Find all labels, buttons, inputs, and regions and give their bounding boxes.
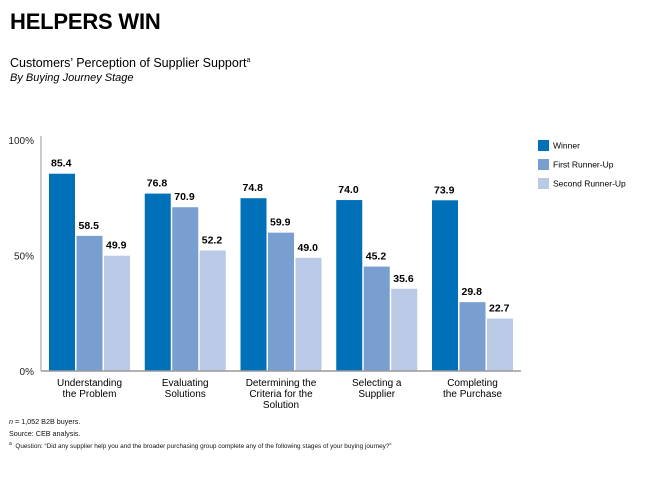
footnote-marker: a [246,56,251,64]
question-marker: a [9,441,12,447]
value-label: 52.2 [202,234,223,246]
category-label-line: Understanding [57,378,122,389]
value-label: 70.9 [174,191,195,203]
value-label: 85.4 [51,158,72,170]
bar-winner [49,173,75,371]
sample-size-note: n = 1,052 B2B buyers. [9,417,80,426]
category-label-line: Determining the [246,378,317,389]
bars [49,173,513,371]
value-label: 58.5 [79,220,100,232]
category-label: Completing the Purchase [443,378,502,400]
category-label: Selecting a Supplier [352,378,402,400]
y-axis-ticks: 0% 50% 100% [8,136,34,378]
legend-swatch [538,178,549,189]
page-title: HELPERS WIN [10,9,161,34]
bar-winner [432,200,458,371]
category-label-line: Supplier [358,389,395,400]
value-label: 73.9 [434,184,455,196]
value-label: 22.7 [489,303,510,315]
bar-second-runner-up [391,288,418,371]
category-label-line: Solutions [165,389,206,400]
legend-label: Second Runner-Up [553,179,626,189]
category-label-line: the Purchase [443,389,502,400]
category-label-line: Criteria for the [249,389,313,400]
category-label-line: Completing [447,378,498,389]
legend-label: Winner [553,141,580,151]
value-label: 49.0 [298,242,319,254]
y-tick-label: 100% [8,136,34,147]
legend: Winner First Runner-Up Second Runner-Up [538,140,626,189]
value-label: 76.8 [147,178,168,190]
bar-second-runner-up [295,257,322,371]
n-label: n [9,417,13,426]
bar-first-runner-up [459,302,486,371]
chart-subtitle-text: Customers’ Perception of Supplier Suppor… [10,56,247,70]
y-tick-label: 50% [14,252,34,263]
question-text: Question: “Did any supplier help you and… [15,443,392,451]
category-label-line: Solution [263,400,299,411]
value-label: 35.6 [393,273,414,285]
category-label: Determining the Criteria for the Solution [246,378,317,411]
category-label: Evaluating Solutions [162,378,209,400]
sample-size-text: = 1,052 B2B buyers. [13,417,81,426]
chart-subtitle-secondary: By Buying Journey Stage [10,72,134,84]
value-label: 74.8 [243,182,264,194]
value-label: 49.9 [106,240,127,252]
value-label: 29.8 [462,286,483,298]
category-label: Understanding the Problem [57,378,122,400]
bar-first-runner-up [268,232,294,371]
y-tick-label: 0% [20,367,35,378]
source-note: Source: CEB analysis. [9,429,81,438]
bar-second-runner-up [487,318,513,371]
legend-label: First Runner-Up [553,160,614,170]
chart-subtitle: Customers’ Perception of Supplier Suppor… [10,56,250,70]
bar-second-runner-up [104,255,130,371]
bar-winner [240,198,267,371]
value-label: 45.2 [366,251,387,263]
category-label-line: Evaluating [162,378,209,389]
legend-swatch [538,159,549,170]
value-label: 59.9 [270,217,291,229]
category-label-line: Selecting a [352,378,402,389]
bar-second-runner-up [199,250,226,371]
value-label: 74.0 [338,184,359,196]
value-labels: 85.4 58.5 49.9 76.8 70.9 52.2 74.8 59.9 49.0 74.0… [51,158,510,315]
bar-winner [336,200,363,371]
category-label-line: the Problem [63,389,117,400]
bar-first-runner-up [76,235,103,371]
question-note: a Question: “Did any supplier help you a… [9,441,392,450]
bar-first-runner-up [363,266,390,371]
bar-winner [144,193,171,371]
legend-swatch [538,140,549,151]
bar-first-runner-up [172,207,199,371]
